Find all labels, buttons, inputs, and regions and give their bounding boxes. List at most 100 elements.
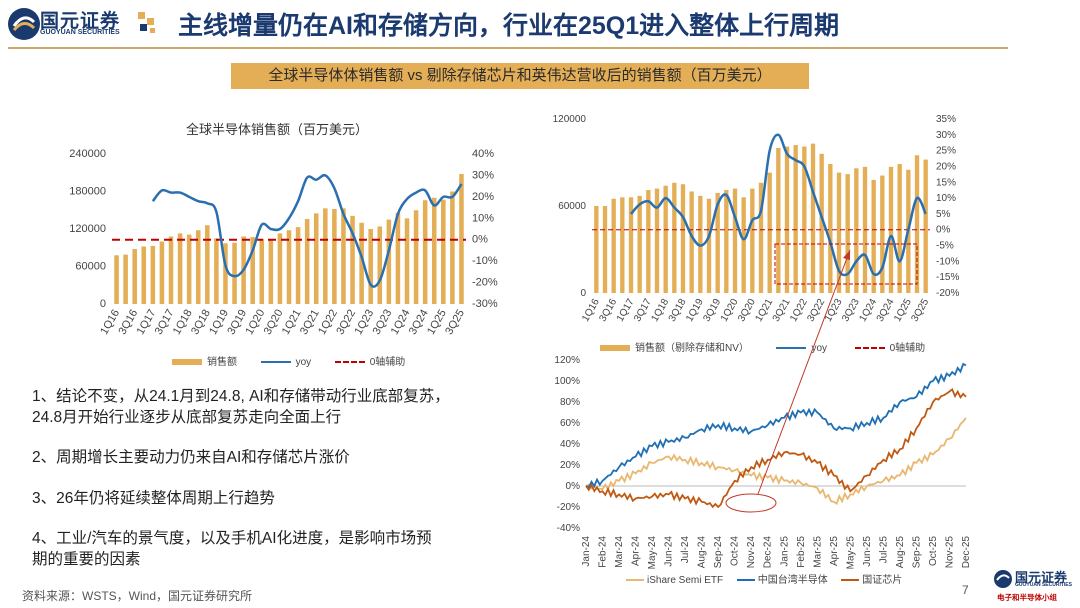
bar (259, 239, 265, 304)
x-tick-label: May-25 (845, 536, 856, 570)
bar (431, 197, 437, 304)
bar (123, 254, 128, 304)
x-tick-label: Oct-25 (928, 536, 939, 566)
bar (706, 198, 712, 293)
y-tick-label: -40% (557, 523, 580, 534)
chart1-legend: 销售额 yoy 0轴辅助 (172, 353, 405, 368)
bar (186, 234, 192, 304)
bar (784, 146, 790, 293)
bar (214, 238, 219, 304)
bar (750, 188, 755, 293)
x-tick-label: Jan-25 (779, 536, 790, 567)
y-right-tick-label: 30% (472, 169, 494, 181)
x-tick-label: Jul-25 (878, 536, 889, 564)
x-tick-label: Jul-24 (680, 536, 691, 564)
y-right-tick-label: -30% (472, 298, 498, 310)
x-tick-label: Oct-24 (730, 536, 741, 566)
x-tick-label: Dec-24 (763, 536, 774, 569)
y-left-tick-label: 240000 (69, 148, 106, 160)
y-tick-label: 80% (560, 397, 580, 408)
x-tick-label: Sep-24 (713, 536, 724, 569)
chart2-legend-label: 0轴辅助 (889, 343, 926, 354)
bar (159, 241, 165, 304)
bar (132, 249, 137, 304)
y-right-tick-label: 20% (936, 161, 956, 172)
bar (672, 182, 677, 293)
bar (828, 163, 833, 293)
y-left-tick-label: 0 (100, 298, 106, 310)
y-right-tick-label: 40% (472, 148, 494, 160)
chart1-legend-label: yoy (295, 357, 312, 368)
x-tick-label: Feb-25 (796, 536, 807, 568)
y-tick-label: 0% (566, 481, 581, 492)
bar (689, 191, 694, 293)
chart1-global-sales: 0 60000 120000 180000 240000 40% 30% 20% 10% 0% -1… (69, 148, 498, 337)
source-note: 资料来源：WSTS，Wind，国元证券研究所 (22, 589, 253, 603)
chart1-title: 全球半导体销售额（百万美元） (186, 122, 369, 137)
bar (646, 190, 651, 293)
logo (6, 6, 162, 46)
footer-tag: 电子和半导体小组 (997, 593, 1057, 602)
x-tick-label: Aug-25 (895, 536, 906, 569)
bar (741, 197, 746, 293)
bar (168, 236, 174, 304)
legend-cn-swatch (841, 579, 860, 582)
bar (404, 218, 410, 304)
bar (871, 179, 876, 293)
legend-line-swatch (260, 361, 291, 364)
legend-etf-swatch (626, 579, 644, 582)
y-tick-label: 100% (554, 376, 580, 387)
bar (836, 172, 842, 293)
y-right-tick-label: 0% (472, 234, 488, 246)
chart2-legend-label: 销售额（剔除存储和NV） (635, 343, 749, 354)
y-right-tick-label: 20% (472, 191, 494, 203)
annotation-arrow (757, 249, 851, 495)
footer-logo-en: GUOYUAN SECURITIES (1015, 582, 1072, 588)
bar (450, 191, 455, 304)
bar (620, 197, 625, 293)
bar (413, 210, 419, 304)
y-tick-label: 20% (560, 460, 580, 471)
bar (680, 184, 686, 293)
page-number: 7 (962, 583, 969, 597)
series-line (585, 417, 967, 505)
bar (854, 168, 859, 293)
x-tick-label: Aug-24 (697, 536, 708, 569)
bar (819, 153, 824, 293)
chart3-index-performance: -40% -20% 0% 20% 40% 60% 80% 100% 120% Jan-24 Feb-… (554, 355, 972, 570)
legend-tw-swatch (736, 579, 755, 582)
x-tick-label: Sep-25 (911, 536, 922, 569)
bar (602, 206, 608, 293)
y-right-tick-label: 0% (936, 225, 951, 236)
logo-text-en: GUOYUAN SECURITIES (40, 29, 120, 36)
highlight-box (774, 243, 918, 285)
y-left-tick-label: 60000 (558, 201, 586, 212)
bar (758, 182, 764, 293)
y-right-tick-label: -20% (472, 277, 498, 289)
chart1-legend-label: 0轴辅助 (369, 357, 406, 368)
x-tick-label: Feb-24 (598, 536, 609, 568)
bar (810, 143, 816, 293)
yoy-line (630, 133, 927, 277)
x-tick-label: Nov-24 (746, 536, 757, 569)
arrow-head-icon (843, 250, 850, 260)
y-right-tick-label: -10% (936, 256, 959, 267)
logo-squares-icon (138, 12, 155, 33)
bar (611, 198, 616, 293)
bar (150, 245, 156, 304)
x-tick-label: Nov-25 (944, 536, 955, 569)
y-right-tick-label: 10% (472, 212, 494, 224)
bar (205, 225, 210, 304)
y-tick-label: -20% (557, 502, 580, 513)
bar (628, 197, 634, 293)
bar (880, 175, 885, 293)
bar (386, 219, 392, 304)
bar (897, 163, 902, 293)
y-tick-label: 120% (554, 355, 580, 366)
bar (268, 239, 274, 304)
legend-bar-swatch (172, 359, 202, 366)
bar (368, 229, 373, 304)
chart3-legend-label: 中国台湾半导体 (757, 575, 828, 586)
logo-text-cn: 国元证券 (40, 11, 121, 32)
